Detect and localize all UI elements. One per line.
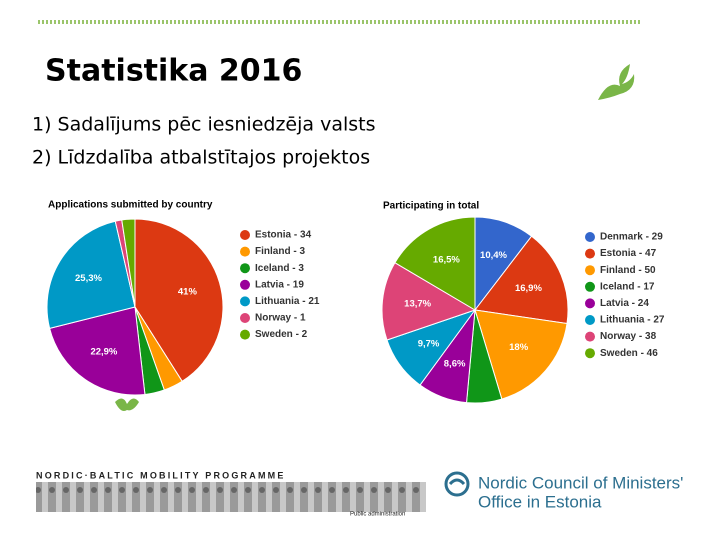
legend-label: Latvia - 24: [600, 298, 649, 309]
footer-banner-pattern: [36, 482, 426, 512]
slice-label: 16,9%: [515, 283, 542, 294]
legend-swatch: [240, 329, 250, 340]
legend-swatch: [240, 279, 250, 290]
footer-caption: Public administration: [350, 512, 405, 518]
legend-label: Finland - 50: [600, 265, 656, 276]
legend-label: Iceland - 17: [600, 281, 655, 292]
slice-label: 10,4%: [480, 250, 507, 261]
legend-label: Finland - 3: [255, 246, 305, 257]
legend-swatch: [585, 315, 595, 325]
chart-title: Applications submitted by country: [48, 200, 213, 211]
bullet: 1) Sadalījums pēc iesniedzēja valsts: [32, 114, 375, 136]
pie-slice: [46, 220, 136, 329]
slice-label: 9,7%: [418, 339, 440, 350]
slice-label: 41%: [178, 286, 198, 297]
slice-label: 13,7%: [404, 299, 431, 310]
legend-label: Iceland - 3: [255, 263, 304, 274]
legend-swatch: [240, 246, 250, 257]
programme-name: NORDIC·BALTIC MOBILITY PROGRAMME: [36, 470, 286, 480]
pie-slice: [474, 235, 569, 325]
org-name: Nordic Council of Ministers': [478, 473, 683, 492]
legend-swatch: [240, 296, 250, 307]
logo-swan: [448, 478, 466, 486]
legend-label: Lithuania - 27: [600, 315, 665, 326]
legend-label: Denmark - 29: [600, 232, 663, 243]
legend-swatch: [585, 265, 595, 276]
ncm-logo: [444, 471, 470, 497]
legend-swatch: [240, 313, 250, 323]
legend-label: Estonia - 34: [255, 230, 312, 241]
legend-label: Norway - 38: [600, 331, 657, 342]
legend-swatch: [585, 348, 595, 359]
legend-label: Sweden - 2: [255, 329, 308, 340]
slice-label: 18%: [509, 342, 529, 353]
chart-title: Participating in total: [383, 201, 479, 212]
pie-slice: [381, 262, 477, 341]
pie-slice: [474, 309, 568, 400]
pie-slice: [121, 218, 136, 308]
slice-label: 22,9%: [90, 346, 117, 357]
slice-label: 16,5%: [433, 254, 460, 265]
legend-label: Latvia - 19: [255, 279, 304, 290]
legend-swatch: [240, 230, 250, 240]
bird-logo: [598, 64, 635, 100]
legend-label: Norway - 1: [255, 313, 306, 324]
legend-swatch: [585, 281, 595, 292]
legend-swatch: [240, 263, 250, 274]
org-office: Office in Estonia: [478, 492, 602, 511]
legend-swatch: [585, 248, 595, 259]
bullet: 2) Līdzdalība atbalstītajos projektos: [32, 147, 370, 169]
legend-label: Sweden - 46: [600, 348, 658, 359]
legend-label: Lithuania - 21: [255, 296, 320, 307]
legend-label: Estonia - 47: [600, 248, 657, 259]
pie-slice: [49, 306, 146, 396]
slice-label: 25,3%: [75, 273, 102, 284]
logo-ring: [444, 471, 470, 497]
pie-slice: [394, 216, 476, 311]
leaf-logo: [115, 398, 139, 411]
slice-label: 8,6%: [444, 358, 466, 369]
legend-swatch: [585, 232, 595, 242]
slide-title: Statistika 2016: [45, 54, 302, 89]
legend-swatch: [585, 331, 595, 342]
legend-swatch: [585, 298, 595, 309]
